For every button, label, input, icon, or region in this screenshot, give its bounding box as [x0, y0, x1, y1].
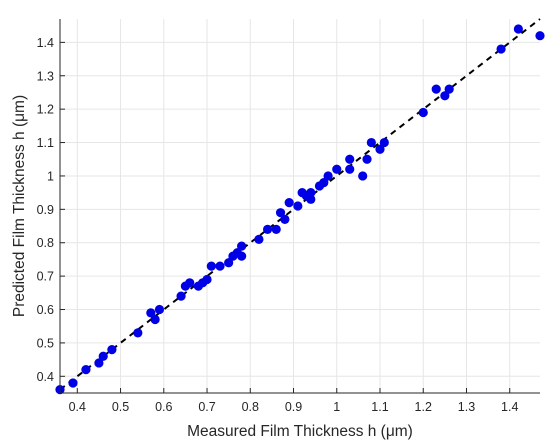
data-point-12 [185, 278, 195, 288]
data-point-48 [444, 84, 454, 94]
data-point-37 [332, 164, 342, 174]
data-point-38 [345, 154, 355, 164]
x-tick-label-9: 1.3 [458, 400, 475, 414]
y-tick-label-7: 1.1 [37, 136, 54, 150]
y-tick-label-1: 0.5 [37, 336, 54, 350]
data-point-15 [202, 274, 212, 285]
data-points [55, 24, 545, 395]
data-point-36 [323, 171, 333, 181]
y-tick-label-6: 1 [47, 169, 54, 183]
axes [59, 19, 540, 394]
data-point-16 [206, 261, 216, 271]
x-tick-label-8: 1.2 [415, 400, 432, 414]
data-point-25 [271, 224, 281, 234]
data-point-10 [176, 291, 186, 301]
y-tick-label-5: 0.9 [37, 203, 54, 217]
data-point-29 [293, 201, 303, 211]
data-point-7 [146, 308, 156, 318]
y-tick-label-4: 0.8 [37, 236, 54, 250]
y-tick-label-2: 0.6 [37, 303, 54, 317]
data-point-8 [150, 314, 160, 325]
data-point-1 [68, 378, 78, 388]
x-tick-label-7: 1.1 [371, 400, 388, 414]
x-tick-label-4: 0.8 [242, 400, 259, 414]
y-tick-label-8: 1.2 [37, 103, 54, 117]
data-point-40 [358, 171, 368, 181]
data-point-17 [215, 261, 225, 271]
y-tick-label-3: 0.7 [37, 270, 54, 284]
data-point-32 [306, 188, 316, 198]
data-point-41 [362, 154, 372, 164]
y-tick-label-10: 1.4 [37, 36, 54, 50]
data-point-23 [254, 234, 264, 244]
data-point-50 [513, 24, 523, 34]
data-point-46 [431, 84, 441, 94]
data-point-26 [275, 208, 286, 218]
x-tick-label-5: 0.9 [285, 400, 302, 414]
x-tick-label-10: 1.4 [501, 400, 518, 414]
data-point-39 [345, 164, 355, 174]
data-point-44 [379, 137, 389, 148]
reference-line-group [59, 18, 541, 391]
x-tick-label-1: 0.5 [112, 400, 129, 414]
reference-line [59, 18, 541, 391]
data-point-27 [280, 214, 290, 224]
data-point-21 [237, 241, 247, 251]
grid [60, 19, 540, 393]
data-point-42 [366, 137, 376, 148]
data-point-33 [306, 194, 316, 204]
x-axis-label: Measured Film Thickness h (μm) [187, 423, 413, 440]
y-tick-label-0: 0.4 [37, 370, 54, 384]
data-point-45 [418, 107, 428, 118]
data-point-5 [107, 344, 117, 355]
y-tick-label-9: 1.3 [37, 69, 54, 83]
x-tick-label-6: 1 [333, 400, 340, 414]
x-tick-label-0: 0.4 [69, 400, 86, 414]
x-tick-label-2: 0.6 [155, 400, 172, 414]
data-point-35 [319, 178, 329, 188]
data-point-47 [440, 91, 450, 101]
data-point-51 [535, 31, 545, 41]
data-point-28 [284, 198, 294, 208]
data-point-3 [94, 358, 104, 368]
data-point-9 [154, 304, 165, 315]
data-point-43 [375, 144, 385, 154]
data-point-18 [224, 258, 234, 268]
data-point-49 [496, 44, 506, 54]
data-point-24 [262, 224, 273, 234]
data-point-22 [237, 251, 247, 261]
data-point-4 [98, 351, 108, 361]
data-point-2 [81, 365, 91, 375]
data-point-6 [133, 328, 143, 338]
y-axis-label: Predicted Film Thickness h (μm) [11, 95, 28, 317]
tick-labels: 0.4 0.5 0.6 0.7 0.8 0.9 1 1.1 1.2 1.3 1.4 0.4 0.5 0.6… [37, 36, 519, 414]
x-tick-label-3: 0.7 [198, 400, 215, 414]
